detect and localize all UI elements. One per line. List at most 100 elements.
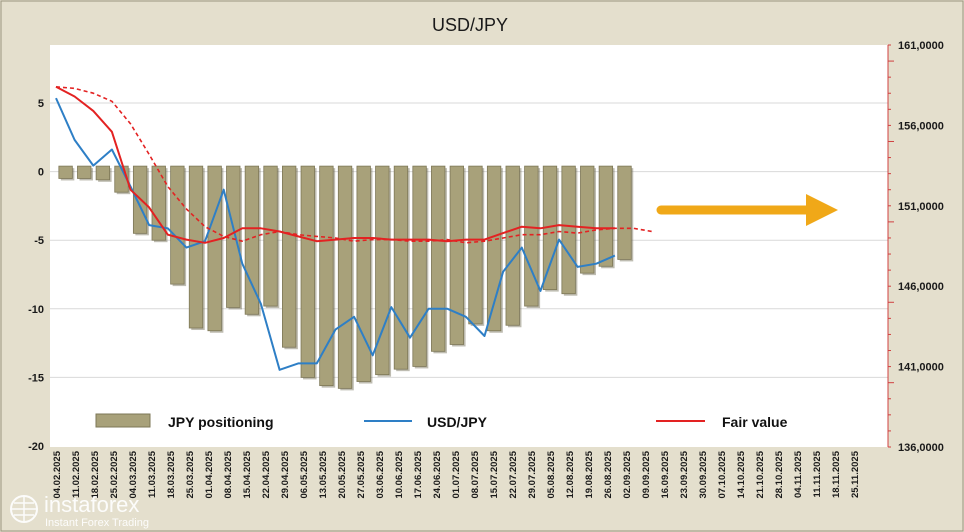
bar <box>505 165 520 326</box>
bar <box>580 165 595 274</box>
bar <box>300 165 315 378</box>
x-tick-label: 02.09.2025 <box>622 450 633 498</box>
x-tick-label: 19.08.2025 <box>584 450 595 498</box>
watermark-brand: instaforex <box>44 492 139 517</box>
bar <box>617 165 632 260</box>
x-tick-label: 11.03.2025 <box>147 450 158 498</box>
x-tick-label: 16.09.2025 <box>660 450 671 498</box>
x-tick-label: 14.10.2025 <box>736 450 747 498</box>
x-tick-label: 20.05.2025 <box>337 450 348 498</box>
bar <box>449 165 464 345</box>
x-tick-label: 11.11.2025 <box>812 450 823 497</box>
x-tick-label: 15.07.2025 <box>489 450 500 498</box>
x-tick-label: 17.06.2025 <box>413 450 424 498</box>
bar <box>282 165 297 348</box>
x-tick-label: 28.10.2025 <box>774 450 785 498</box>
x-tick-label: 04.02.2025 <box>52 450 63 498</box>
left-tick-label: 0 <box>38 167 44 179</box>
bar <box>598 165 614 267</box>
x-tick-label: 11.02.2025 <box>71 450 82 498</box>
arrow-head <box>806 194 838 226</box>
x-tick-label: 10.06.2025 <box>394 450 405 498</box>
left-tick-label: -10 <box>28 304 44 316</box>
x-tick-label: 25.03.2025 <box>185 450 196 498</box>
x-tick-label: 25.02.2025 <box>109 450 120 498</box>
x-axis-ticks: 04.02.2025 11.02.2025 18.02.2025 25.02.2025… <box>52 450 861 498</box>
x-tick-label: 29.04.2025 <box>280 450 291 498</box>
series-line-fair-value <box>55 85 615 244</box>
x-tick-label: 03.06.2025 <box>375 450 386 498</box>
right-tick-label: 136,0000 <box>898 442 944 454</box>
chart-title: USD/JPY <box>432 15 508 35</box>
left-tick-label: -5 <box>34 235 44 247</box>
x-tick-label: 26.08.2025 <box>603 450 614 498</box>
x-tick-label: 30.09.2025 <box>698 450 709 498</box>
x-tick-label: 06.05.2025 <box>299 450 310 498</box>
x-tick-label: 15.04.2025 <box>242 450 253 498</box>
bar <box>337 165 353 389</box>
x-tick-label: 12.08.2025 <box>565 450 576 498</box>
x-tick-label: 22.07.2025 <box>508 450 519 498</box>
watermark-tagline: Instant Forex Trading <box>45 517 149 529</box>
bar <box>95 165 111 181</box>
x-tick-label: 18.02.2025 <box>90 450 101 498</box>
x-tick-label: 01.07.2025 <box>451 450 462 498</box>
watermark: instaforex Instant Forex Trading <box>10 492 149 529</box>
bar <box>207 165 222 332</box>
x-tick-label: 08.07.2025 <box>470 450 481 498</box>
x-tick-label: 08.04.2025 <box>223 450 234 498</box>
forecast-arrow <box>656 194 838 226</box>
left-tick-label: 5 <box>38 98 44 110</box>
instaforex-logo-icon <box>10 495 38 523</box>
legend-swatch-jpy-positioning <box>95 413 151 428</box>
x-tick-label: 18.11.2025 <box>831 450 842 498</box>
bar <box>319 165 334 387</box>
legend-label-fair-value: Fair value <box>722 414 788 430</box>
right-axis-ticks: 161,0000 156,0000 151,0000 146,0000 141,0000… <box>898 40 944 454</box>
bar <box>431 165 446 352</box>
series-line-usd-jpy <box>55 97 616 371</box>
right-tick-label: 161,0000 <box>898 40 944 52</box>
x-tick-label: 04.03.2025 <box>128 450 139 498</box>
bar <box>412 165 427 367</box>
bar <box>151 165 166 241</box>
bar <box>77 165 92 179</box>
right-tick-label: 146,0000 <box>898 281 944 293</box>
left-axis-ticks: 5 0 -5 -10 -15 -20 <box>28 98 44 453</box>
x-tick-label: 05.08.2025 <box>546 450 557 498</box>
x-tick-label: 07.10.2025 <box>717 450 728 498</box>
bar <box>263 165 278 307</box>
legend-label-usdjpy: USD/JPY <box>427 414 488 430</box>
bar <box>226 165 241 308</box>
x-tick-label: 22.04.2025 <box>261 450 272 498</box>
bar <box>561 165 576 295</box>
x-tick-label: 25.11.2025 <box>850 450 861 498</box>
legend: JPY positioning USD/JPY Fair value <box>95 413 788 430</box>
left-tick-label: -15 <box>28 372 44 384</box>
legend-label-jpy-positioning: JPY positioning <box>168 414 274 430</box>
x-tick-label: 01.04.2025 <box>204 450 215 498</box>
x-tick-label: 21.10.2025 <box>755 450 766 498</box>
bar <box>524 165 539 307</box>
x-tick-label: 23.09.2025 <box>679 450 690 498</box>
right-tick-label: 156,0000 <box>898 120 944 132</box>
right-tick-label: 151,0000 <box>898 201 944 213</box>
bar <box>170 165 185 285</box>
bar <box>58 165 73 179</box>
series-lines <box>55 85 653 371</box>
bar <box>468 165 483 325</box>
left-tick-label: -20 <box>28 441 44 453</box>
x-tick-label: 27.05.2025 <box>356 450 367 498</box>
x-tick-label: 04.11.2025 <box>793 450 804 498</box>
x-tick-label: 13.05.2025 <box>318 450 329 498</box>
right-axis <box>887 44 894 448</box>
x-tick-label: 09.09.2025 <box>641 450 652 498</box>
series-line-fair-value <box>55 86 653 244</box>
x-tick-label: 29.07.2025 <box>527 450 538 498</box>
bar <box>356 165 371 382</box>
bar <box>393 165 409 370</box>
x-tick-label: 18.03.2025 <box>166 450 177 498</box>
x-tick-label: 24.06.2025 <box>432 450 443 498</box>
bar <box>188 165 204 329</box>
